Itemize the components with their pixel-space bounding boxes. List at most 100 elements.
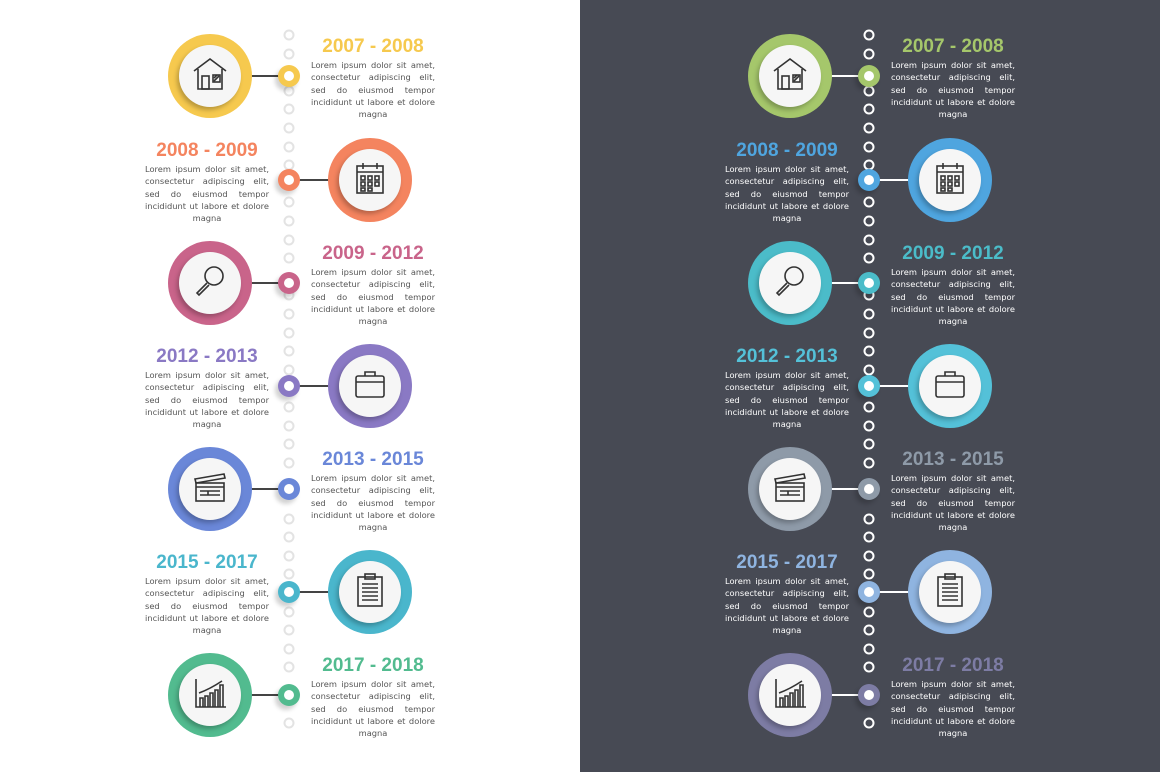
spine-dot bbox=[283, 624, 295, 636]
spine-dot bbox=[863, 550, 875, 562]
milestone-description: Lorem ipsum dolor sit amet, consectetur … bbox=[311, 267, 435, 327]
spine-dot bbox=[283, 568, 295, 580]
spine-dot bbox=[863, 308, 875, 320]
connector-line bbox=[869, 179, 910, 181]
spine-dot bbox=[863, 531, 875, 543]
spine-dot bbox=[283, 103, 295, 115]
milestone-description: Lorem ipsum dolor sit amet, consectetur … bbox=[891, 60, 1015, 120]
milestone-title: 2017 - 2018 bbox=[322, 655, 424, 676]
house-icon bbox=[770, 54, 810, 98]
icon-holder bbox=[759, 664, 821, 726]
spine-dot bbox=[863, 513, 875, 525]
spine-dot bbox=[863, 215, 875, 227]
milestone-description: Lorem ipsum dolor sit amet, consectetur … bbox=[145, 164, 269, 224]
spine-dot bbox=[283, 215, 295, 227]
spine-dot bbox=[283, 234, 295, 246]
timeline-node bbox=[278, 65, 300, 87]
milestone-circle bbox=[328, 550, 412, 634]
timeline-node bbox=[278, 478, 300, 500]
spine-dot bbox=[283, 661, 295, 673]
milestone-circle bbox=[748, 241, 832, 325]
connector-line bbox=[830, 694, 869, 696]
milestone-title: 2013 - 2015 bbox=[322, 449, 424, 470]
timeline-node bbox=[278, 169, 300, 191]
milestone-circle bbox=[908, 550, 992, 634]
milestone-circle bbox=[168, 447, 252, 531]
spine-dot bbox=[863, 196, 875, 208]
connector-line bbox=[830, 75, 869, 77]
milestone-description: Lorem ipsum dolor sit amet, consectetur … bbox=[891, 267, 1015, 327]
milestone-description: Lorem ipsum dolor sit amet, consectetur … bbox=[145, 370, 269, 430]
spine-dot bbox=[863, 327, 875, 339]
calendar-icon bbox=[350, 158, 390, 202]
connector-line bbox=[250, 694, 289, 696]
milestone-circle bbox=[328, 344, 412, 428]
timeline-node bbox=[858, 478, 880, 500]
milestone-description: Lorem ipsum dolor sit amet, consectetur … bbox=[891, 679, 1015, 739]
spine-dot bbox=[283, 438, 295, 450]
milestone-description: Lorem ipsum dolor sit amet, consectetur … bbox=[725, 164, 849, 224]
timeline-light: 2007 - 2008 Lorem ipsum dolor sit amet, c… bbox=[145, 29, 435, 739]
timeline-dark: 2007 - 2008 Lorem ipsum dolor sit amet, c… bbox=[580, 0, 1160, 772]
spine-dot bbox=[283, 252, 295, 264]
spine-dot bbox=[863, 48, 875, 60]
icon-holder bbox=[179, 45, 241, 107]
spine-dot bbox=[283, 401, 295, 413]
connector-line bbox=[830, 282, 869, 284]
spine-dot bbox=[863, 141, 875, 153]
spine-dot bbox=[283, 420, 295, 432]
briefcase-icon bbox=[350, 364, 390, 408]
milestone-title: 2007 - 2008 bbox=[322, 36, 424, 57]
spine-dot bbox=[863, 438, 875, 450]
spine-dot bbox=[283, 513, 295, 525]
milestone-description: Lorem ipsum dolor sit amet, consectetur … bbox=[145, 576, 269, 636]
milestone-description: Lorem ipsum dolor sit amet, consectetur … bbox=[311, 60, 435, 120]
clipboard-icon bbox=[930, 570, 970, 614]
milestone-title: 2013 - 2015 bbox=[902, 449, 1004, 470]
spine-dot bbox=[283, 196, 295, 208]
clapperboard-icon bbox=[770, 467, 810, 511]
timeline-node bbox=[858, 65, 880, 87]
milestone-title: 2015 - 2017 bbox=[156, 552, 258, 573]
milestone-circle bbox=[168, 653, 252, 737]
timeline-node bbox=[858, 272, 880, 294]
icon-holder bbox=[339, 561, 401, 623]
spine-dot bbox=[283, 606, 295, 618]
spine-dot bbox=[283, 122, 295, 134]
milestone-circle bbox=[748, 653, 832, 737]
icon-holder bbox=[759, 458, 821, 520]
timeline-node bbox=[858, 684, 880, 706]
connector-line bbox=[289, 385, 330, 387]
milestone-description: Lorem ipsum dolor sit amet, consectetur … bbox=[891, 473, 1015, 533]
chart-icon bbox=[190, 673, 230, 717]
icon-holder bbox=[759, 252, 821, 314]
spine-dot bbox=[283, 29, 295, 41]
timeline-node bbox=[278, 684, 300, 706]
icon-holder bbox=[919, 561, 981, 623]
connector-line bbox=[250, 488, 289, 490]
milestone-title: 2009 - 2012 bbox=[902, 243, 1004, 264]
spine-dot bbox=[863, 364, 875, 376]
timeline-node bbox=[858, 375, 880, 397]
milestone-circle bbox=[168, 241, 252, 325]
milestone-circle bbox=[168, 34, 252, 118]
milestone-title: 2009 - 2012 bbox=[322, 243, 424, 264]
briefcase-icon bbox=[930, 364, 970, 408]
spine-dot bbox=[863, 122, 875, 134]
milestone-circle bbox=[748, 447, 832, 531]
spine-dot bbox=[283, 308, 295, 320]
icon-holder bbox=[919, 149, 981, 211]
spine-dot bbox=[863, 661, 875, 673]
milestone-description: Lorem ipsum dolor sit amet, consectetur … bbox=[311, 473, 435, 533]
spine-dot bbox=[283, 364, 295, 376]
connector-line bbox=[250, 282, 289, 284]
spine-dot bbox=[863, 606, 875, 618]
magnifier-icon bbox=[770, 261, 810, 305]
milestone-title: 2008 - 2009 bbox=[156, 140, 258, 161]
calendar-icon bbox=[930, 158, 970, 202]
milestone-title: 2015 - 2017 bbox=[736, 552, 838, 573]
spine-dot bbox=[863, 457, 875, 469]
spine-dot bbox=[283, 717, 295, 729]
milestone-circle bbox=[908, 138, 992, 222]
spine-dot bbox=[283, 643, 295, 655]
